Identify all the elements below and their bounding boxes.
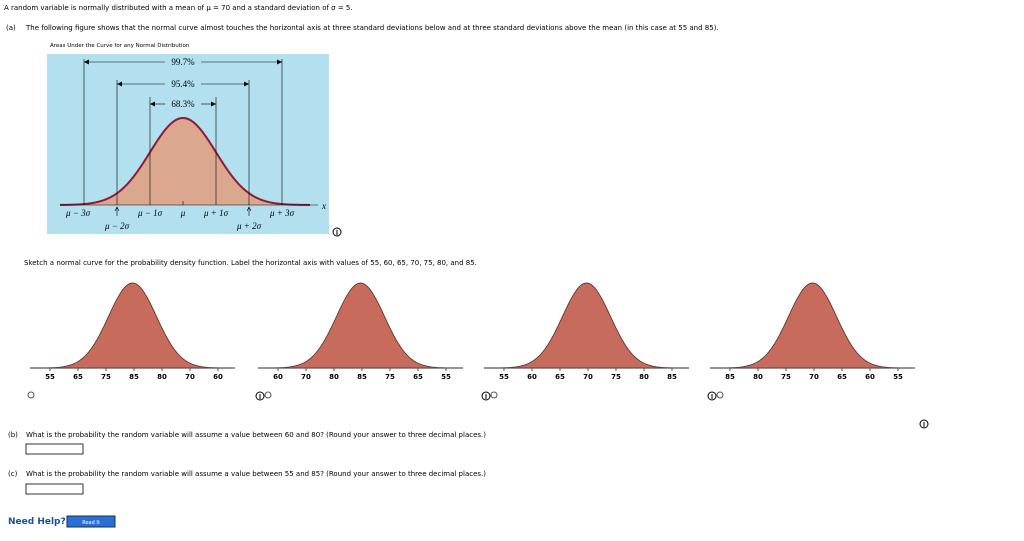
part-text: What is the probability the random varia…: [26, 431, 486, 439]
help-label: Need Help?: [8, 517, 66, 527]
option[interactable]: 60 70 80 85 75 65 55: [255, 282, 463, 401]
answer-input[interactable]: [25, 483, 84, 495]
options: 55 65 75 85 80 70 60 60 70 80 85 75 65 55 55 60 65 70 75 80…: [27, 282, 915, 401]
axis-label: 70: [301, 373, 311, 381]
axis-label: 80: [157, 373, 167, 381]
figure-caption: Areas Under the Curve for any Normal Dis…: [50, 43, 190, 49]
radio-button[interactable]: [27, 391, 35, 399]
axis-label: 80: [329, 373, 339, 381]
axis-label: μ + 3σ: [269, 208, 295, 218]
axis-label: 60: [527, 373, 537, 381]
read-it-button[interactable]: [66, 515, 116, 528]
curve: [484, 282, 689, 369]
up-arrow: [114, 206, 120, 216]
axis-label: 65: [413, 373, 423, 381]
curve: [30, 282, 235, 369]
intro: A random variable is normally distribute…: [4, 4, 353, 12]
part-text: The following figure shows that the norm…: [25, 24, 719, 32]
curve-area: [30, 283, 235, 368]
axis-label: 75: [101, 373, 111, 381]
axis-label: 70: [583, 373, 593, 381]
axis-label: μ: [180, 208, 186, 218]
curve-area: [484, 283, 689, 368]
axis-label: 55: [45, 373, 55, 381]
axis-label: 80: [753, 373, 763, 381]
area-label: 95.4%: [171, 79, 195, 89]
option[interactable]: 85 80 75 70 65 60 55: [707, 282, 915, 401]
option[interactable]: 55 65 75 85 80 70 60: [27, 282, 235, 399]
axis-label: μ − 2σ: [104, 221, 130, 231]
info-icon[interactable]: [919, 419, 929, 429]
curve: [710, 282, 915, 369]
curve: [59, 116, 311, 206]
curve: [258, 282, 463, 369]
axis-label: 55: [893, 373, 903, 381]
axis-label: 55: [499, 373, 509, 381]
axis-label: 60: [865, 373, 875, 381]
axis-label: μ − 3σ: [65, 208, 91, 218]
axis-label: 85: [129, 373, 139, 381]
instruction: Sketch a normal curve for the probabilit…: [24, 259, 477, 267]
figure: 99.7% 95.4% 68.3% μ − 3σ μ − 2σ μ − 1σ μ μ + 1σ…: [59, 57, 326, 231]
part-label: (b): [8, 431, 18, 439]
radio-button[interactable]: [490, 391, 498, 399]
info-icon[interactable]: [707, 391, 717, 401]
option[interactable]: 55 60 65 70 75 80 85: [481, 282, 689, 401]
axis-label: 75: [385, 373, 395, 381]
axis-label: 80: [639, 373, 649, 381]
axis-label: 75: [611, 373, 621, 381]
axis-label: 65: [73, 373, 83, 381]
axis-label: 85: [725, 373, 735, 381]
axis-label: 65: [555, 373, 565, 381]
axis-name: x: [321, 201, 326, 211]
curve-area: [84, 118, 282, 205]
axis-label: 60: [213, 373, 223, 381]
axis-label: 70: [185, 373, 195, 381]
info-icon[interactable]: [332, 227, 342, 237]
axis-label: 75: [781, 373, 791, 381]
axis-label: 55: [441, 373, 451, 381]
up-arrow: [246, 206, 252, 216]
curve-area: [258, 283, 463, 368]
part-label: (a): [6, 24, 16, 32]
area-label: 68.3%: [171, 99, 195, 109]
axis-label: 60: [273, 373, 283, 381]
axis-label: 65: [837, 373, 847, 381]
radio-button[interactable]: [264, 391, 272, 399]
axis-label: 70: [809, 373, 819, 381]
curve-area: [710, 283, 915, 368]
info-icon[interactable]: [255, 391, 265, 401]
part-label: (c): [8, 470, 18, 478]
axis-label: μ + 2σ: [236, 221, 262, 231]
axis-label: 85: [667, 373, 677, 381]
info-icon[interactable]: [481, 391, 491, 401]
radio-button[interactable]: [716, 391, 724, 399]
area-label: 99.7%: [171, 57, 195, 67]
axis-label: 85: [357, 373, 367, 381]
axis-label: μ + 1σ: [203, 208, 229, 218]
axis-label: μ − 1σ: [137, 208, 163, 218]
button-label: Read It: [82, 520, 100, 526]
part-text: What is the probability the random varia…: [26, 470, 486, 478]
answer-input[interactable]: [25, 443, 84, 455]
